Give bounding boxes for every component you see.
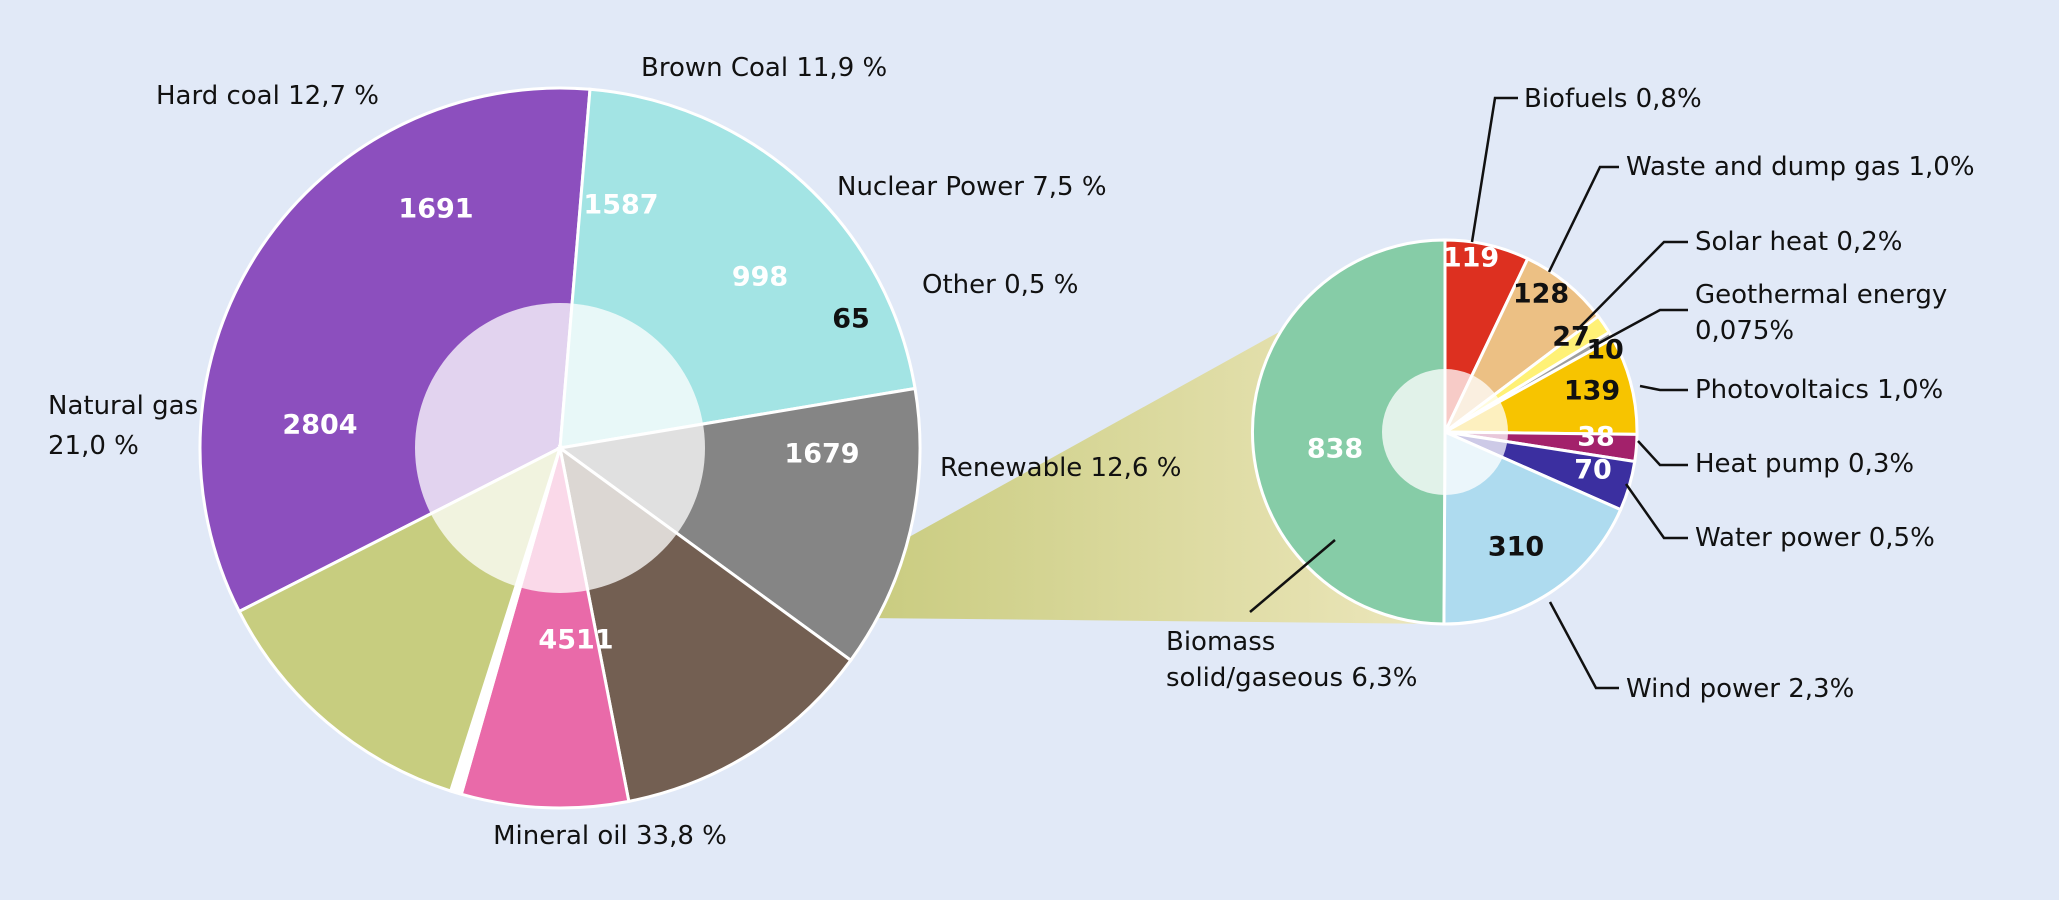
leader-line-solar-heat-0-2 [1576,240,1688,331]
sub-value-biomass: 838 [1307,434,1363,465]
main-slice-nuclear-power-7-5 [459,447,631,810]
main-pie: 4511 2804 1691 1587 998 65 1679 [198,86,922,810]
sub-value-biofuels-0-8: 119 [1443,243,1499,274]
leader-line-heat-pump-0-3 [1637,440,1688,467]
sub-label-geothermal-energy: Geothermal energy [1695,280,1947,310]
sub-slice-biomass [1251,238,1447,626]
annotations: Mineral oil 33,8 % Natural gas 21,0 % Hard … [48,53,1975,851]
leader-line-water-power-0-5 [1624,483,1688,540]
main-label-nuclear-power-7-5: Nuclear Power 7,5 % [837,172,1107,202]
sub-label-geothermal-energy-line2: 0,075% [1695,316,1794,346]
main-label-brown-coal-11-9: Brown Coal 11,9 % [641,53,887,83]
sub-label-solar-heat-0-2: Solar heat 0,2% [1695,227,1902,257]
leader-line-geothermal-energy [1589,308,1688,350]
leader-line-biofuels-0-8 [1470,96,1518,243]
main-label-mineral-oil-33-8: Mineral oil 33,8 % [493,821,727,851]
sub-label-photovoltaics-1-0: Photovoltaics 1,0% [1695,375,1943,405]
sub-value-heat-pump-0-3: 38 [1577,422,1615,453]
leader-line-biomass [1249,539,1336,613]
sub-label-biomass: Biomass [1166,627,1275,657]
sub-center-hub [1382,369,1508,495]
main-center-hub [415,303,705,593]
main-label-renewable-12-6: Renewable 12,6 % [940,453,1181,483]
sub-value-wind-power-2-3: 310 [1488,532,1544,563]
sub-value-solar-heat-0-2: 27 [1552,322,1590,353]
main-label-hard-coal-12-7: Hard coal 12,7 % [156,81,379,111]
sub-label-wind-power-2-3: Wind power 2,3% [1626,674,1854,704]
main-value-renewable-12-6: 1679 [784,439,859,470]
leader-line-wind-power-2-3 [1548,601,1619,690]
sub-value-waste-and-dump-gas-1-0: 128 [1513,279,1569,310]
main-value-hard-coal-12-7: 1691 [398,194,473,225]
sub-label-heat-pump-0-3: Heat pump 0,3% [1695,449,1914,479]
main-label-natural-gas-line2: 21,0 % [48,431,139,461]
leader-line-waste-and-dump-gas-1-0 [1547,165,1619,273]
sub-label-waste-and-dump-gas-1-0: Waste and dump gas 1,0% [1626,152,1975,182]
sub-label-biofuels-0-8: Biofuels 0,8% [1524,84,1702,114]
sub-value-photovoltaics-1-0: 139 [1564,376,1620,407]
main-value-mineral-oil-33-8: 4511 [538,625,613,656]
sub-value-water-power-0-5: 70 [1574,455,1612,486]
sub-slice-wind-power-2-3 [1442,429,1623,626]
main-label-other-0-5: Other 0,5 % [922,270,1078,300]
leader-line-photovoltaics-1-0 [1639,384,1688,392]
main-value-other-0-5: 65 [832,304,870,335]
sub-label-biomass-line2: solid/gaseous 6,3% [1166,663,1417,693]
sub-label-water-power-0-5: Water power 0,5% [1695,523,1935,553]
main-label-natural-gas: Natural gas [48,391,198,421]
main-value-nuclear-power-7-5: 998 [732,262,788,293]
main-value-natural-gas: 2804 [282,410,357,441]
main-value-brown-coal-11-9: 1587 [583,190,658,221]
